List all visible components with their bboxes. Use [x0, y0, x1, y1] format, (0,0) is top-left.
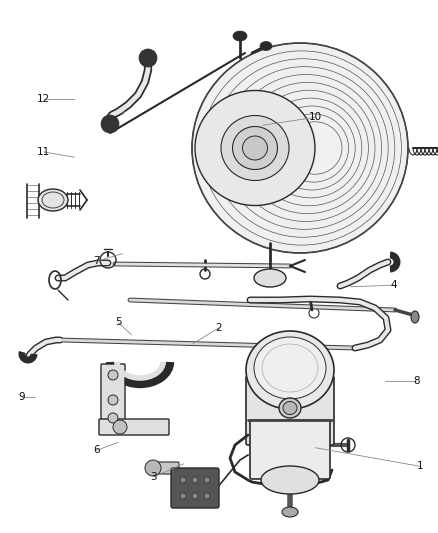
Ellipse shape — [38, 189, 68, 211]
Ellipse shape — [261, 466, 319, 494]
Ellipse shape — [260, 42, 272, 51]
Circle shape — [113, 420, 127, 434]
Ellipse shape — [233, 31, 247, 41]
Ellipse shape — [254, 269, 286, 287]
Ellipse shape — [243, 136, 268, 160]
FancyBboxPatch shape — [149, 462, 179, 474]
Text: 3: 3 — [150, 472, 157, 482]
Text: 5: 5 — [115, 318, 122, 327]
Circle shape — [180, 477, 186, 483]
Ellipse shape — [195, 91, 315, 206]
Text: 1: 1 — [417, 462, 424, 471]
Circle shape — [145, 460, 161, 476]
FancyBboxPatch shape — [171, 468, 219, 508]
FancyBboxPatch shape — [250, 420, 330, 479]
Text: 10: 10 — [309, 112, 322, 122]
Text: 8: 8 — [413, 376, 420, 386]
Circle shape — [101, 115, 119, 133]
Text: 4: 4 — [391, 280, 398, 290]
Circle shape — [108, 395, 118, 405]
Text: 9: 9 — [18, 392, 25, 402]
Text: 2: 2 — [215, 323, 223, 333]
Ellipse shape — [246, 331, 334, 409]
Ellipse shape — [282, 507, 298, 517]
FancyBboxPatch shape — [99, 419, 169, 435]
Circle shape — [108, 370, 118, 380]
Ellipse shape — [221, 116, 289, 181]
FancyBboxPatch shape — [101, 364, 125, 421]
Circle shape — [192, 493, 198, 499]
Circle shape — [139, 49, 157, 67]
Circle shape — [204, 477, 210, 483]
Ellipse shape — [283, 401, 297, 415]
Ellipse shape — [411, 311, 419, 323]
Ellipse shape — [254, 337, 326, 399]
FancyBboxPatch shape — [246, 376, 334, 445]
Ellipse shape — [279, 398, 301, 418]
Text: 12: 12 — [37, 94, 50, 103]
Circle shape — [180, 493, 186, 499]
Circle shape — [204, 493, 210, 499]
Ellipse shape — [192, 43, 408, 253]
Ellipse shape — [233, 126, 278, 169]
Circle shape — [192, 477, 198, 483]
Circle shape — [108, 413, 118, 423]
Text: 7: 7 — [93, 256, 100, 266]
Text: 6: 6 — [93, 446, 100, 455]
Text: 11: 11 — [37, 147, 50, 157]
